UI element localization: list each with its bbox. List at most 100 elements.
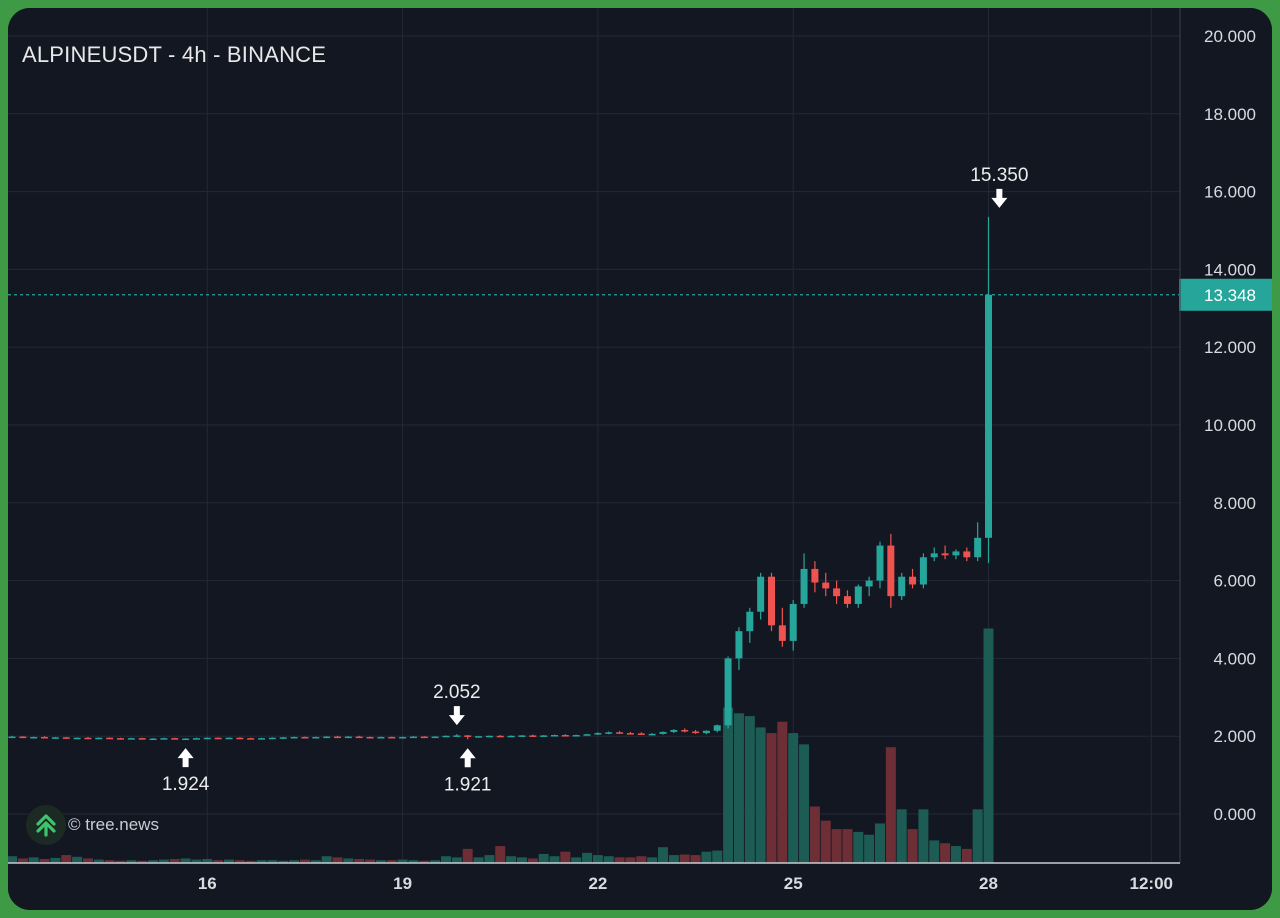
candle-body bbox=[518, 735, 526, 737]
volume-bar bbox=[180, 858, 191, 863]
candle-body bbox=[551, 735, 558, 737]
x-tick-label: 22 bbox=[588, 874, 607, 893]
volume-bar bbox=[896, 809, 907, 863]
volume-bar bbox=[441, 856, 451, 863]
volume-bar bbox=[907, 829, 918, 863]
y-tick-label: 10.000 bbox=[1204, 416, 1256, 435]
candle-body bbox=[909, 576, 917, 585]
candle-body bbox=[388, 736, 396, 739]
volume-bar bbox=[506, 856, 517, 863]
volume-bar bbox=[245, 860, 256, 863]
volume-bar bbox=[799, 744, 810, 863]
volume-bar bbox=[668, 855, 679, 863]
volume-bar bbox=[310, 860, 321, 863]
volume-bar bbox=[61, 855, 72, 863]
volume-bar bbox=[820, 820, 831, 863]
watermark: © tree.news bbox=[26, 805, 159, 845]
y-tick-label: 18.000 bbox=[1204, 105, 1256, 124]
candle-body bbox=[757, 576, 765, 612]
volume-bar bbox=[213, 860, 224, 863]
candle-body bbox=[30, 736, 38, 739]
last-price-line: 13.348 bbox=[8, 278, 1272, 311]
volume-bar bbox=[365, 859, 376, 863]
volume-bar bbox=[484, 855, 495, 863]
candle-body bbox=[724, 658, 732, 726]
candle-body bbox=[19, 736, 27, 739]
candle-body bbox=[323, 736, 331, 739]
candle-body bbox=[355, 736, 363, 739]
candle-body bbox=[431, 736, 439, 739]
candle-body bbox=[898, 576, 906, 597]
candle-body bbox=[561, 735, 569, 737]
volume-bar bbox=[875, 823, 885, 863]
y-tick-label: 14.000 bbox=[1204, 260, 1256, 279]
volume-bar bbox=[408, 860, 419, 863]
low-arrow-icon bbox=[459, 748, 476, 768]
candle-body bbox=[334, 736, 341, 739]
volume-bar bbox=[571, 857, 582, 863]
volume-bar bbox=[842, 829, 853, 863]
candle-body bbox=[670, 729, 678, 732]
y-tick-label: 16.000 bbox=[1204, 183, 1256, 202]
candle-body bbox=[171, 738, 179, 740]
candle-body bbox=[8, 736, 16, 739]
volume-bar bbox=[419, 860, 430, 863]
y-tick-label: 4.000 bbox=[1213, 649, 1256, 668]
candle-body bbox=[73, 737, 81, 740]
x-tick-label: 25 bbox=[784, 874, 803, 893]
candle-body bbox=[95, 737, 103, 740]
low-price-label: 1.924 bbox=[162, 774, 210, 795]
candle-body bbox=[258, 738, 266, 740]
volume-bar bbox=[386, 860, 397, 863]
volume-bar bbox=[473, 857, 484, 863]
high-arrow-icon bbox=[448, 706, 465, 726]
volume-bar bbox=[918, 809, 929, 863]
volume-bar bbox=[224, 859, 234, 863]
volume-bar bbox=[766, 733, 777, 863]
volume-bar bbox=[733, 713, 744, 863]
low-price-label: 1.921 bbox=[444, 774, 492, 795]
candle-body bbox=[692, 731, 700, 734]
volume-bar bbox=[278, 860, 289, 863]
candle-body bbox=[626, 733, 634, 735]
volume-bar bbox=[755, 727, 766, 863]
volume-bar bbox=[929, 840, 940, 863]
price-chart[interactable]: 13.348 1.924 2.052 1.921 15.350 20.000 18.00… bbox=[8, 8, 1272, 910]
volume-bar bbox=[375, 860, 386, 863]
candle-body bbox=[713, 725, 721, 731]
candle-body bbox=[409, 736, 417, 739]
volume-bar bbox=[809, 806, 820, 863]
candle-body bbox=[203, 737, 211, 740]
candle-body bbox=[735, 631, 743, 659]
candle-body bbox=[974, 537, 982, 558]
candle-body bbox=[865, 580, 873, 587]
candle-body bbox=[464, 735, 472, 737]
candle-body bbox=[833, 588, 841, 597]
candle-body bbox=[637, 733, 645, 735]
volume-bar bbox=[625, 857, 636, 863]
candle-body bbox=[507, 735, 515, 738]
candle-body bbox=[822, 582, 830, 589]
volume-bar bbox=[712, 850, 723, 863]
candle-body bbox=[106, 737, 114, 740]
volume-bar bbox=[256, 860, 267, 863]
volume-bar bbox=[169, 859, 180, 863]
volume-bar bbox=[234, 860, 245, 863]
candle-body bbox=[681, 729, 689, 732]
candle-body bbox=[279, 737, 287, 739]
candle-body bbox=[399, 736, 407, 739]
volume-bar bbox=[289, 860, 300, 863]
volume-bar bbox=[950, 846, 961, 863]
price-annotations: 1.924 2.052 1.921 15.350 bbox=[162, 165, 1029, 795]
y-tick-label: 0.000 bbox=[1213, 805, 1256, 824]
watermark-text: © tree.news bbox=[68, 815, 159, 834]
volume-bar bbox=[93, 859, 104, 863]
volume-bars bbox=[8, 628, 994, 863]
candle-body bbox=[529, 735, 537, 737]
candle-body bbox=[182, 738, 190, 741]
tree-news-logo-icon bbox=[26, 805, 66, 845]
high-price-label: 2.052 bbox=[433, 682, 481, 703]
candle-body bbox=[963, 551, 971, 558]
volume-bar bbox=[148, 860, 159, 863]
candle-body bbox=[648, 733, 656, 736]
